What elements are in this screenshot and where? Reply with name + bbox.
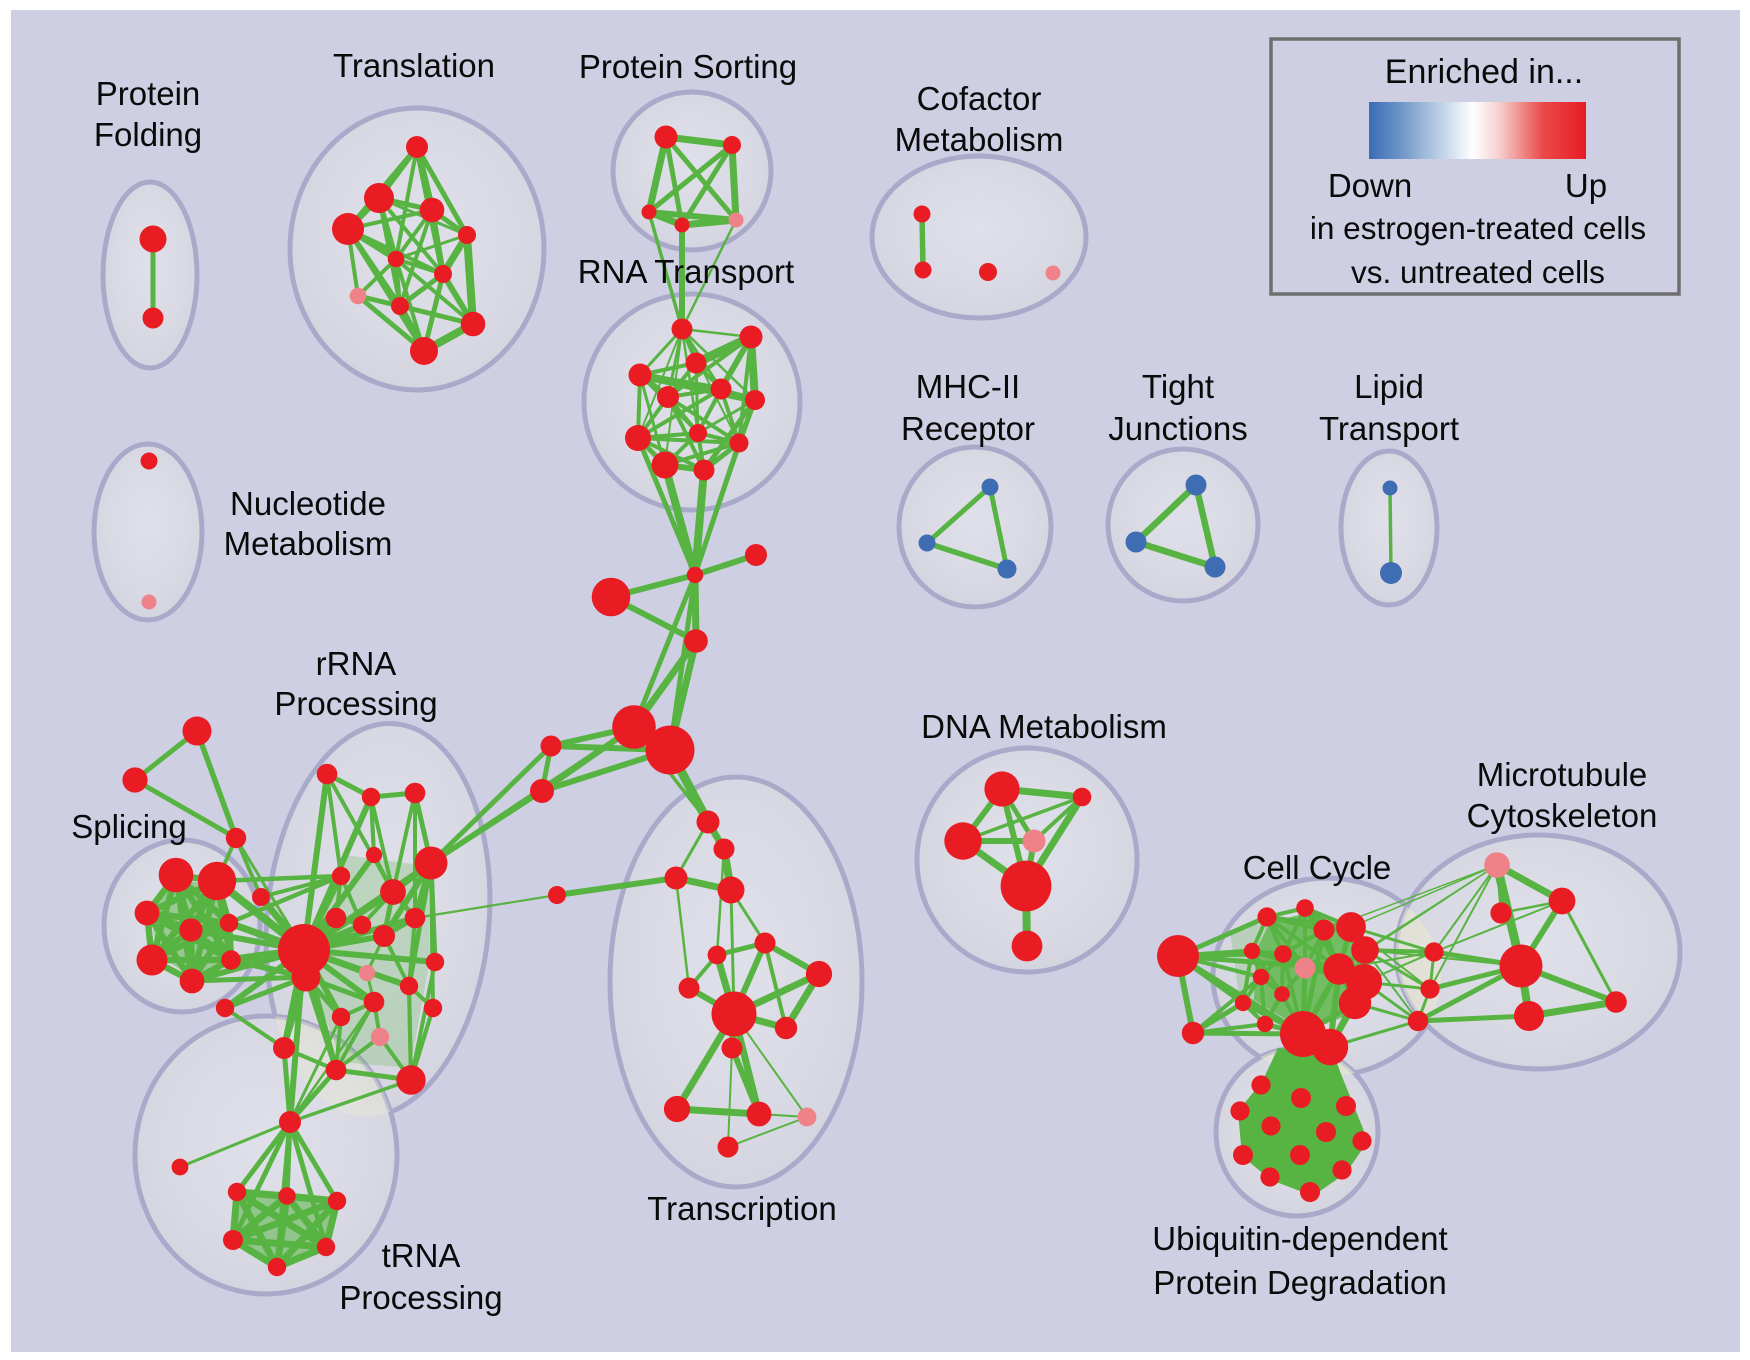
svg-text:Protein Degradation: Protein Degradation bbox=[1153, 1264, 1447, 1301]
svg-text:Cytoskeleton: Cytoskeleton bbox=[1467, 797, 1658, 834]
svg-text:Microtubule: Microtubule bbox=[1477, 756, 1648, 793]
svg-text:Cell Cycle: Cell Cycle bbox=[1243, 849, 1392, 886]
svg-text:Cofactor: Cofactor bbox=[917, 80, 1042, 117]
svg-text:Up: Up bbox=[1565, 167, 1607, 204]
svg-text:Protein Sorting: Protein Sorting bbox=[579, 48, 797, 85]
svg-text:Receptor: Receptor bbox=[901, 410, 1035, 447]
svg-text:Folding: Folding bbox=[94, 116, 202, 153]
svg-text:RNA Transport: RNA Transport bbox=[578, 253, 794, 290]
svg-text:Transport: Transport bbox=[1319, 410, 1459, 447]
svg-text:Lipid: Lipid bbox=[1354, 368, 1424, 405]
svg-text:in estrogen-treated cells: in estrogen-treated cells bbox=[1310, 210, 1646, 246]
svg-text:Splicing: Splicing bbox=[71, 808, 187, 845]
svg-text:Processing: Processing bbox=[274, 685, 437, 722]
svg-text:Junctions: Junctions bbox=[1108, 410, 1247, 447]
svg-text:Protein: Protein bbox=[96, 75, 201, 112]
svg-text:MHC-II: MHC-II bbox=[916, 368, 1020, 405]
svg-text:Metabolism: Metabolism bbox=[224, 525, 393, 562]
svg-text:Transcription: Transcription bbox=[647, 1190, 837, 1227]
svg-text:Enriched in...: Enriched in... bbox=[1385, 53, 1583, 91]
svg-text:Down: Down bbox=[1328, 167, 1412, 204]
svg-text:Ubiquitin-dependent: Ubiquitin-dependent bbox=[1152, 1220, 1447, 1257]
svg-text:DNA Metabolism: DNA Metabolism bbox=[921, 708, 1167, 745]
svg-text:Metabolism: Metabolism bbox=[895, 121, 1064, 158]
svg-text:Translation: Translation bbox=[333, 47, 495, 84]
svg-text:Processing: Processing bbox=[339, 1279, 502, 1316]
svg-text:tRNA: tRNA bbox=[382, 1237, 461, 1274]
svg-text:rRNA: rRNA bbox=[316, 645, 397, 682]
svg-text:Nucleotide: Nucleotide bbox=[230, 485, 386, 522]
svg-text:vs. untreated cells: vs. untreated cells bbox=[1351, 254, 1605, 290]
svg-text:Tight: Tight bbox=[1142, 368, 1214, 405]
